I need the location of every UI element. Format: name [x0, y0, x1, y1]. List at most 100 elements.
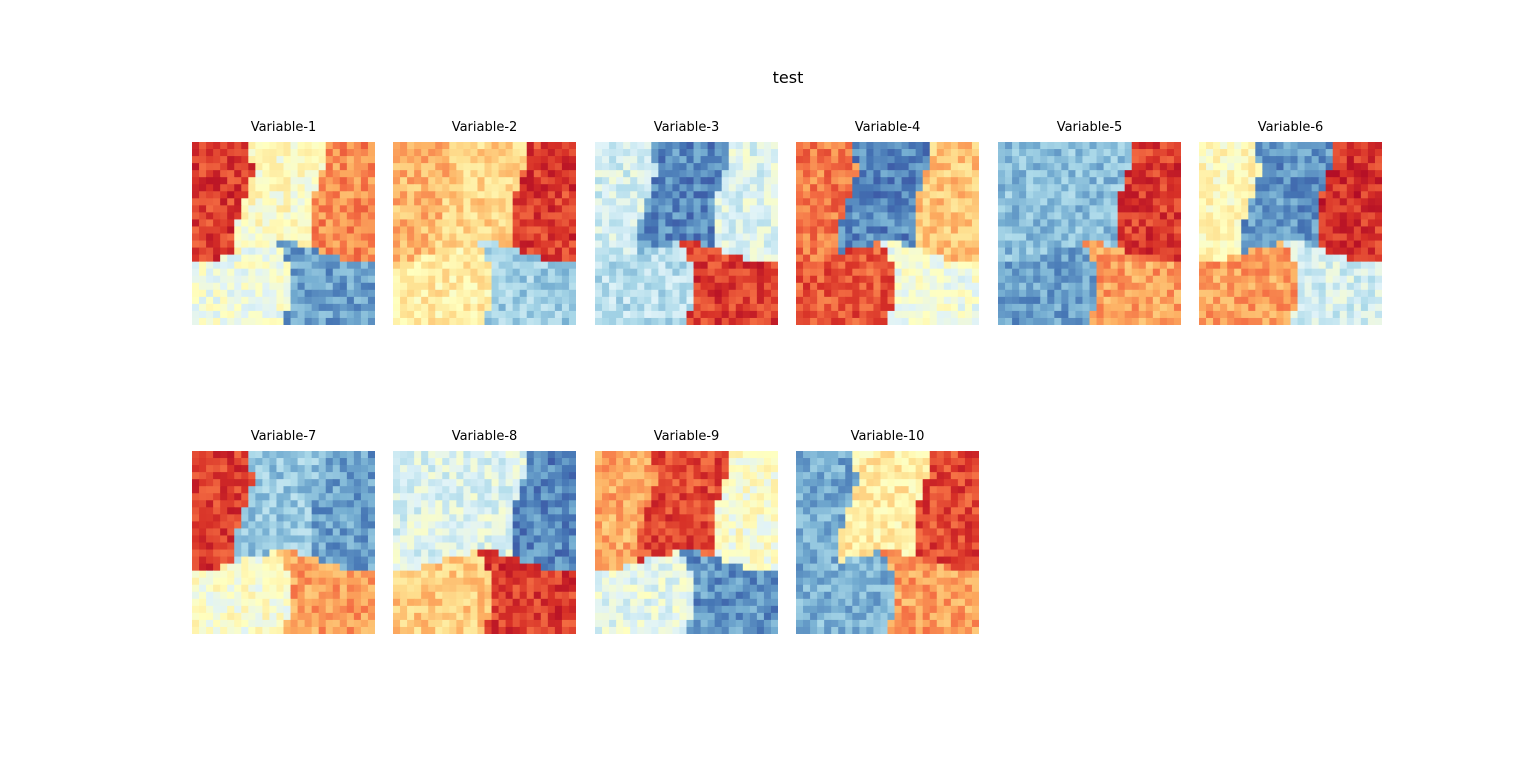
heatmap-cell: [817, 142, 825, 150]
heatmap-cell: [770, 142, 778, 150]
heatmap-cell: [449, 310, 457, 319]
heatmap-cell: [449, 149, 457, 157]
heatmap-cell: [276, 310, 285, 319]
heatmap-cell: [290, 479, 299, 487]
heatmap-cell: [630, 212, 638, 221]
heatmap-cell: [950, 170, 959, 178]
heatmap-cell: [199, 177, 207, 185]
heatmap-cell: [1227, 282, 1235, 291]
heatmap-cell: [220, 233, 228, 242]
heatmap-cell: [199, 458, 207, 466]
heatmap-cell: [796, 247, 804, 256]
heatmap-cell: [623, 205, 631, 213]
heatmap-cell: [1353, 233, 1362, 242]
heatmap-cell: [880, 296, 889, 305]
heatmap-cell: [838, 149, 846, 157]
heatmap-cell: [1152, 191, 1161, 199]
heatmap-cell: [644, 184, 652, 192]
heatmap-cell: [353, 521, 362, 530]
heatmap-cell: [346, 156, 355, 164]
heatmap-cell: [421, 149, 429, 157]
heatmap-cell: [1152, 289, 1161, 298]
heatmap-cell: [742, 296, 751, 305]
heatmap-cell: [346, 458, 355, 466]
heatmap-cell: [526, 184, 535, 192]
heatmap-cell: [609, 198, 617, 206]
heatmap-cell: [964, 149, 973, 157]
heatmap-cell: [915, 282, 924, 291]
heatmap-cell: [964, 226, 973, 235]
heatmap-cell: [491, 240, 500, 249]
heatmap-cell: [693, 275, 702, 284]
heatmap-cell: [852, 163, 860, 171]
heatmap-cell: [526, 451, 535, 459]
heatmap-cell: [929, 163, 938, 171]
heatmap-cell: [831, 233, 839, 242]
heatmap-cell: [220, 149, 228, 157]
heatmap-cell: [470, 156, 479, 164]
heatmap-cell: [1234, 310, 1242, 319]
heatmap-cell: [304, 247, 313, 256]
heatmap-cell: [407, 184, 415, 192]
heatmap-cell: [353, 184, 362, 192]
panel-8: Variable-8: [393, 428, 576, 634]
heatmap-cell: [269, 535, 278, 544]
heatmap-cell: [234, 458, 242, 466]
heatmap-cell: [873, 289, 882, 298]
heatmap-cell: [950, 198, 959, 206]
heatmap-cell: [998, 205, 1006, 213]
heatmap-cell: [491, 163, 500, 171]
heatmap-cell: [679, 212, 688, 221]
heatmap-cell: [234, 612, 242, 621]
heatmap-cell: [339, 486, 348, 494]
heatmap-cell: [484, 149, 493, 157]
heatmap-cell: [1367, 254, 1376, 263]
heatmap-cell: [742, 261, 751, 270]
heatmap-cell: [421, 465, 429, 473]
heatmap-cell: [1082, 261, 1091, 270]
heatmap-cell: [1269, 275, 1278, 284]
heatmap-cell: [908, 296, 917, 305]
heatmap-cell: [602, 282, 610, 291]
heatmap-cell: [1332, 233, 1341, 242]
heatmap-cell: [1138, 310, 1147, 319]
heatmap-cell: [1033, 261, 1041, 270]
panel-title: Variable-8: [451, 429, 518, 444]
heatmap-cell: [824, 184, 832, 192]
heatmap-cell: [1304, 156, 1313, 164]
heatmap-cell: [1311, 163, 1320, 171]
heatmap-cell: [241, 240, 249, 249]
heatmap-cell: [1110, 289, 1119, 298]
heatmap-cell: [1019, 191, 1027, 199]
heatmap-cell: [262, 521, 271, 530]
heatmap-cell: [311, 205, 320, 213]
heatmap-cell: [561, 184, 570, 192]
heatmap-cell: [283, 584, 292, 593]
heatmap-cell: [1033, 226, 1041, 235]
heatmap-cell: [498, 149, 507, 157]
heatmap-cell: [1199, 303, 1207, 312]
heatmap-cell: [269, 142, 278, 150]
heatmap-cell: [950, 247, 959, 256]
heatmap-cell: [810, 296, 818, 305]
heatmap-cell: [1255, 205, 1263, 213]
heatmap-cell: [297, 261, 306, 270]
heatmap-cell: [519, 142, 528, 150]
heatmap-cell: [1339, 261, 1348, 270]
heatmap-cell: [269, 479, 278, 487]
heatmap-cell: [241, 465, 249, 473]
heatmap-cell: [1248, 205, 1256, 213]
heatmap-cell: [609, 142, 617, 150]
heatmap-cell: [554, 465, 563, 473]
heatmap-cell: [1033, 254, 1041, 263]
heatmap-cell: [796, 184, 804, 192]
heatmap-cell: [1152, 163, 1161, 171]
heatmap-cell: [1019, 149, 1027, 157]
heatmap-cell: [1117, 240, 1126, 249]
heatmap-cell: [428, 184, 436, 192]
heatmap-cell: [1110, 226, 1119, 235]
heatmap-cell: [1262, 177, 1270, 185]
heatmap-cell: [568, 507, 576, 515]
heatmap-cell: [1199, 198, 1207, 206]
heatmap-cell: [241, 570, 249, 579]
